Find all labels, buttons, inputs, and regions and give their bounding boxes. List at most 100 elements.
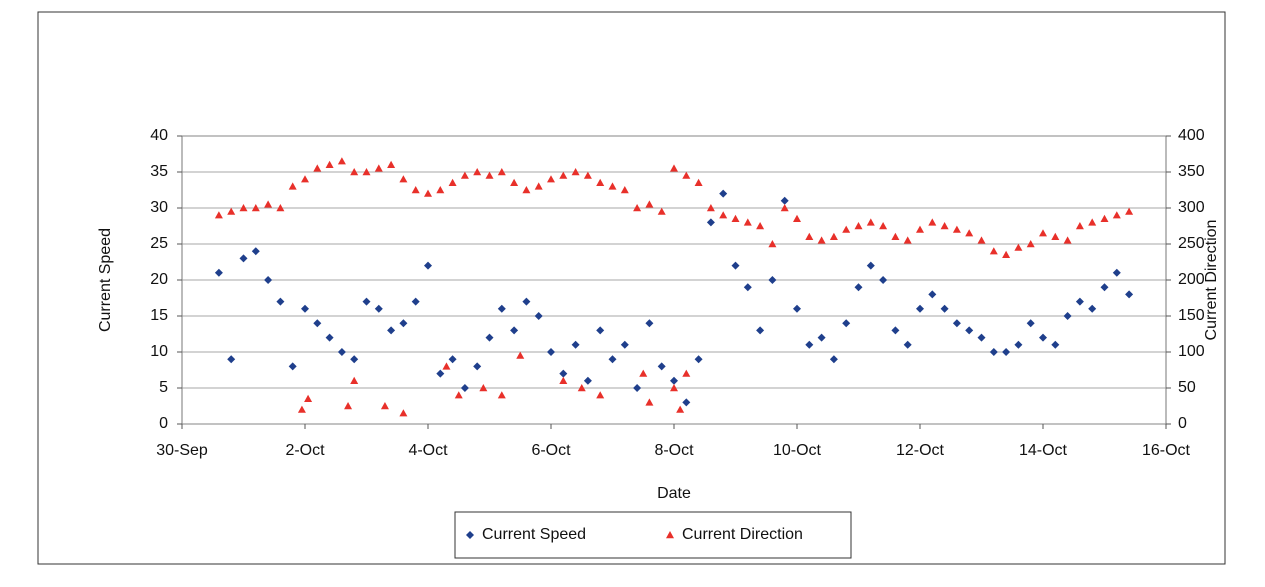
data-point	[793, 214, 801, 222]
data-point	[583, 171, 592, 179]
data-point	[633, 384, 642, 392]
data-point	[916, 225, 924, 233]
data-point	[682, 171, 691, 179]
data-point	[1063, 236, 1072, 244]
data-point	[903, 236, 912, 244]
data-point	[965, 229, 974, 237]
legend-label: Current Speed	[482, 526, 586, 543]
data-point	[239, 254, 248, 263]
data-point	[559, 376, 568, 384]
data-point	[694, 355, 703, 364]
y2-tick-label: 250	[1178, 235, 1205, 252]
data-point	[743, 218, 752, 226]
data-point	[1088, 218, 1097, 226]
legend-box	[454, 511, 852, 559]
data-point	[374, 164, 383, 172]
data-point	[387, 326, 396, 335]
data-point	[264, 276, 273, 284]
data-point	[485, 333, 494, 342]
data-point	[866, 218, 875, 226]
y2-tick-label: 400	[1178, 127, 1205, 144]
data-point	[214, 211, 223, 219]
x-tick-label: 8-Oct	[654, 442, 694, 459]
x-tick-label: 12-Oct	[896, 442, 945, 459]
data-point	[251, 247, 260, 256]
data-point	[313, 319, 322, 328]
data-point	[497, 168, 506, 176]
x-tick-label: 6-Oct	[531, 442, 571, 459]
data-point	[571, 168, 580, 176]
data-point	[304, 394, 313, 402]
data-point	[608, 182, 617, 190]
data-point	[817, 333, 826, 342]
data-point	[903, 340, 912, 349]
data-point	[497, 304, 506, 313]
data-point	[952, 225, 961, 233]
data-point	[731, 214, 740, 222]
data-point	[436, 186, 445, 194]
data-point	[411, 297, 420, 306]
data-point	[1026, 319, 1035, 328]
data-point	[780, 196, 789, 205]
data-point	[989, 348, 998, 356]
data-point	[780, 204, 789, 212]
data-point	[510, 326, 519, 335]
data-point	[670, 376, 678, 385]
data-point	[1039, 229, 1047, 237]
data-point	[522, 186, 531, 194]
data-point	[479, 384, 488, 392]
y-tick-label: 0	[159, 415, 168, 432]
data-point	[620, 340, 629, 349]
data-point	[817, 236, 826, 244]
data-point	[1100, 283, 1109, 292]
data-point	[362, 168, 371, 176]
data-point	[547, 175, 555, 183]
x-tick-label: 4-Oct	[408, 442, 448, 459]
data-point	[522, 297, 531, 306]
data-point	[337, 348, 346, 356]
data-point	[1002, 250, 1011, 258]
data-point	[374, 304, 383, 313]
data-point	[596, 178, 605, 186]
data-point	[1014, 243, 1023, 251]
data-point	[577, 384, 586, 392]
data-point	[1100, 214, 1109, 222]
data-point	[454, 391, 463, 399]
data-point	[1039, 333, 1047, 342]
y2-axis-title: Current Direction	[1203, 220, 1220, 341]
data-point	[325, 333, 334, 342]
data-point	[251, 204, 260, 212]
data-point	[608, 355, 617, 364]
legend-marker	[666, 531, 674, 539]
y-tick-label: 30	[150, 199, 168, 216]
data-point	[411, 186, 420, 194]
data-point	[583, 376, 592, 385]
data-point	[793, 304, 801, 313]
data-point	[380, 402, 389, 410]
data-point	[682, 369, 691, 377]
data-point	[362, 297, 371, 306]
y-axis-title: Current Speed	[97, 228, 114, 332]
data-point	[1026, 240, 1035, 248]
data-point	[497, 391, 506, 399]
data-point	[805, 232, 814, 240]
data-point	[866, 261, 875, 270]
data-point	[645, 398, 654, 406]
data-point	[1075, 297, 1084, 306]
data-point	[448, 355, 457, 364]
data-point	[854, 222, 863, 230]
data-point	[350, 355, 359, 364]
data-point	[891, 326, 900, 335]
data-point	[596, 326, 605, 335]
data-point	[719, 211, 728, 219]
y-tick-label: 15	[150, 307, 168, 324]
y2-tick-label: 350	[1178, 163, 1205, 180]
data-point	[297, 405, 306, 413]
y-tick-label: 35	[150, 163, 168, 180]
data-point	[879, 222, 888, 230]
data-point	[916, 304, 924, 313]
data-point	[344, 402, 353, 410]
chart-frame	[37, 11, 1226, 565]
data-point	[682, 398, 691, 407]
data-point	[854, 283, 863, 292]
